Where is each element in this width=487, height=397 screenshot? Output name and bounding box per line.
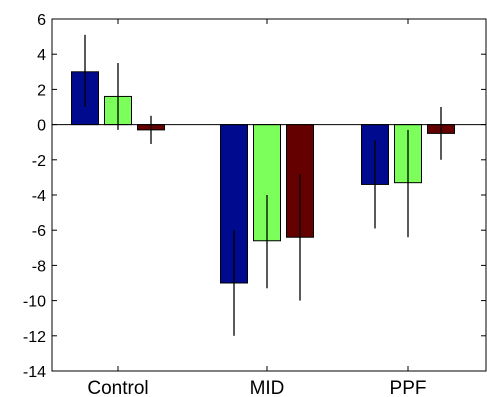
x-tick-label: PPF [390,378,427,397]
y-tick-label: 2 [37,82,46,99]
y-tick-label: -12 [23,329,46,346]
bars [71,71,455,284]
y-tick-label: 0 [37,118,46,135]
x-tick-label: MID [250,378,285,397]
error-bars [52,34,486,336]
y-tick-label: -2 [32,153,46,170]
y-tick-label: -14 [23,364,46,381]
y-axis-ticks: 6 4 2 0 -2 -4 -6 -8 -10 -12 -14 [23,12,486,381]
y-tick-label: 6 [37,12,46,29]
y-tick-label: 4 [37,47,46,64]
x-axis-ticks: Control MID PPF [87,19,426,397]
y-tick-label: -10 [23,294,46,311]
y-tick-label: -8 [32,258,46,275]
x-tick-label: Control [87,378,148,397]
y-tick-label: -6 [32,223,46,240]
y-tick-label: -4 [32,188,46,205]
